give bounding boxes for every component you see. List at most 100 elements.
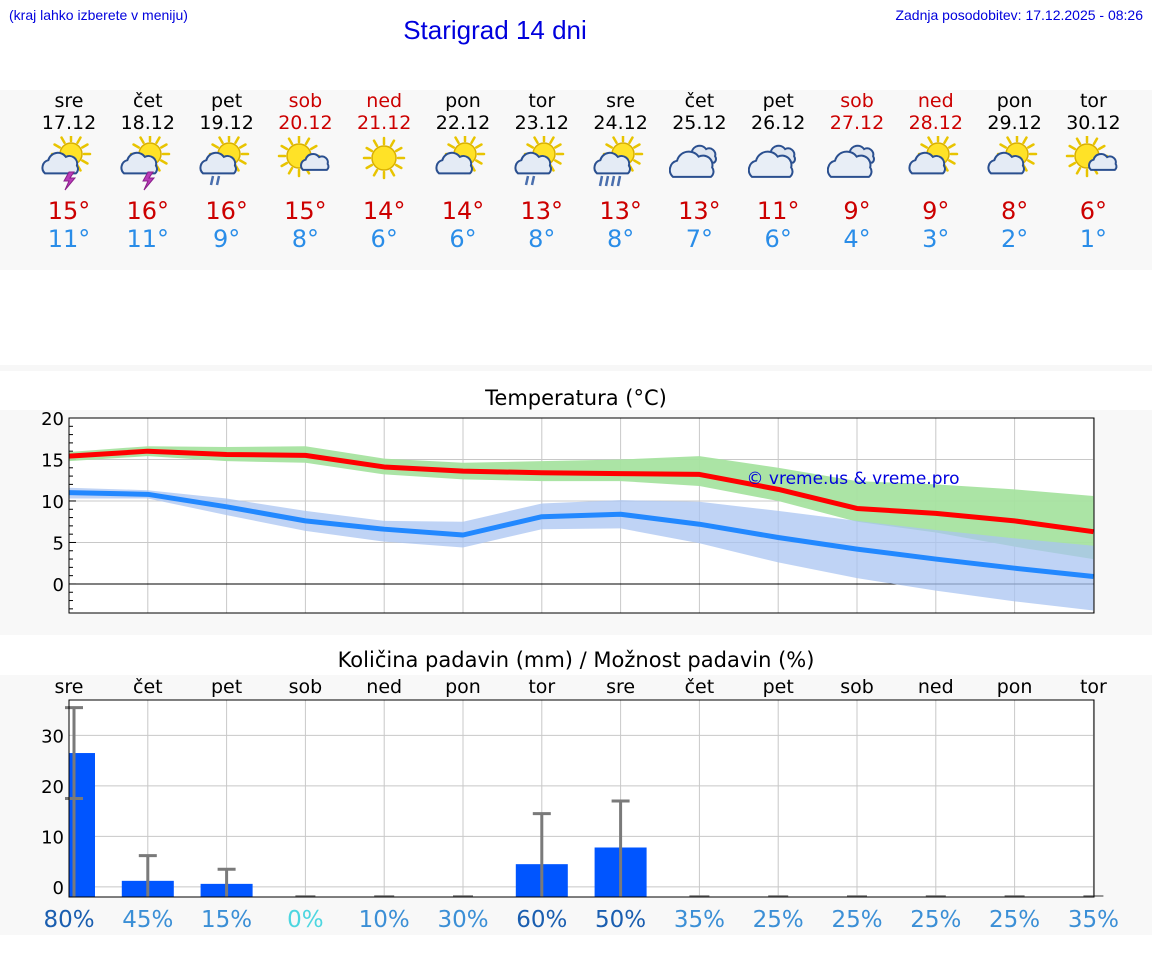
y-tick-label: 0 — [53, 575, 64, 596]
day-name: sob — [840, 90, 874, 112]
day-name: pet — [210, 90, 243, 112]
precipitation-probability: 10% — [359, 907, 410, 933]
max-temperature: 9° — [843, 197, 871, 225]
min-temperature: 9° — [212, 225, 241, 253]
forecast-day: čet 25.12 — [661, 90, 737, 134]
cloud-icon — [748, 144, 797, 178]
min-temperature: 3° — [922, 225, 950, 253]
max-temperature: 14° — [362, 197, 406, 225]
day-label: sre — [55, 676, 84, 698]
precipitation-probability: 25% — [989, 907, 1040, 933]
day-name: sre — [54, 90, 84, 112]
precipitation-probability: 25% — [753, 907, 804, 933]
day-name: čet — [684, 90, 715, 112]
day-date: 26.12 — [750, 112, 806, 134]
location-menu-hint: (kraj lahko izberete v meniju) — [9, 7, 188, 23]
y-tick-label: 0 — [53, 878, 64, 899]
forecast-day: sre 24.12 — [583, 90, 659, 134]
copyright-watermark: © vreme.us & vreme.pro — [746, 469, 959, 489]
max-temperature: 13° — [678, 197, 721, 225]
day-name: sob — [288, 90, 323, 112]
day-date: 21.12 — [356, 112, 412, 134]
day-label: ned — [366, 676, 402, 698]
forecast-band — [0, 90, 1152, 270]
day-name: čet — [133, 90, 163, 112]
min-temperature: 11° — [47, 225, 91, 253]
day-label: tor — [1080, 676, 1107, 698]
max-temperature: 11° — [756, 197, 800, 225]
forecast-day: pet 19.12 — [189, 90, 265, 134]
day-label: sob — [289, 676, 323, 698]
precipitation-probability: 45% — [122, 907, 173, 933]
y-tick-label: 15 — [41, 450, 64, 471]
min-temperature: 8° — [528, 225, 556, 253]
sun-icon — [362, 136, 406, 180]
day-date: 19.12 — [199, 112, 254, 134]
precipitation-probability: 15% — [201, 907, 252, 933]
sun-small-cloud-icon — [278, 136, 330, 178]
forecast-day: sob 27.12 — [819, 90, 895, 134]
sun-cloud-icon — [908, 136, 959, 175]
sun-small-cloud-icon — [1066, 136, 1118, 178]
max-temperature: 16° — [205, 197, 248, 225]
max-temperature-range-band — [69, 446, 1094, 560]
min-temperature: 1° — [1079, 225, 1108, 253]
forecast-day: pon 29.12 — [977, 90, 1053, 134]
min-temperature: 7° — [685, 225, 714, 253]
max-temperature: 6° — [1079, 197, 1108, 225]
max-temperature: 13° — [520, 197, 564, 225]
forecast-day: čet 18.12 — [110, 90, 186, 134]
y-tick-label: 20 — [41, 777, 64, 798]
precipitation-probability: 50% — [595, 907, 646, 933]
day-date: 17.12 — [41, 112, 97, 134]
precipitation-chart: sre čet pet sob ned pon tor sre čet pet sob ned pon t… — [41, 676, 1119, 933]
day-label: pon — [997, 676, 1033, 698]
day-name: pon — [445, 90, 481, 112]
day-name: sre — [606, 90, 636, 112]
day-name: pet — [762, 90, 794, 112]
temperature-chart: 20 15 10 5 0 © vreme.us & vreme.pro — [41, 410, 1095, 614]
day-label: sre — [606, 676, 635, 698]
forecast-day: sob 20.12 — [267, 90, 343, 134]
sun-cloud-thunder-icon — [41, 136, 92, 191]
day-date: 27.12 — [829, 112, 885, 134]
precipitation-probability: 30% — [437, 907, 488, 933]
forecast-day: tor 23.12 — [504, 90, 580, 134]
day-date: 22.12 — [435, 112, 491, 134]
forecast-day: pon 22.12 — [425, 90, 501, 134]
min-temperature: 6° — [764, 225, 792, 253]
temperature-plot-frame — [68, 417, 1095, 614]
day-label: ned — [918, 676, 954, 698]
precipitation-probability: 60% — [516, 907, 567, 933]
min-temperature: 8° — [606, 225, 635, 253]
day-name: pon — [996, 90, 1033, 112]
day-label: pet — [211, 676, 242, 698]
precipitation-plot-frame — [68, 699, 1095, 898]
day-date: 30.12 — [1066, 112, 1121, 134]
max-temperature: 16° — [126, 197, 170, 225]
min-temperature-range-band — [69, 487, 1094, 611]
day-label: tor — [528, 676, 555, 698]
y-tick-label: 30 — [41, 726, 64, 747]
sun-cloud-thunder-icon — [120, 136, 171, 191]
day-date: 29.12 — [987, 112, 1042, 134]
day-label: pet — [763, 676, 794, 698]
max-temperature: 13° — [599, 197, 642, 225]
y-tick-label: 10 — [41, 827, 64, 848]
day-name: tor — [1079, 90, 1107, 112]
y-tick-label: 5 — [53, 533, 64, 554]
day-date: 23.12 — [514, 112, 569, 134]
forecast-day: ned 28.12 — [898, 90, 974, 134]
forecast-day: tor 30.12 — [1055, 90, 1131, 134]
day-date: 20.12 — [278, 112, 333, 134]
sun-cloud-rain-icon — [514, 136, 565, 186]
min-temperature: 4° — [843, 225, 871, 253]
cloud-icon — [827, 144, 875, 178]
day-name: ned — [917, 90, 954, 112]
sun-cloud-rain-icon — [199, 136, 249, 186]
precipitation-probability: 25% — [910, 907, 961, 933]
max-temperature: 8° — [1000, 197, 1029, 225]
max-temperature: 15° — [47, 197, 91, 225]
day-label: čet — [685, 676, 715, 698]
precipitation-probability: 25% — [831, 907, 882, 933]
